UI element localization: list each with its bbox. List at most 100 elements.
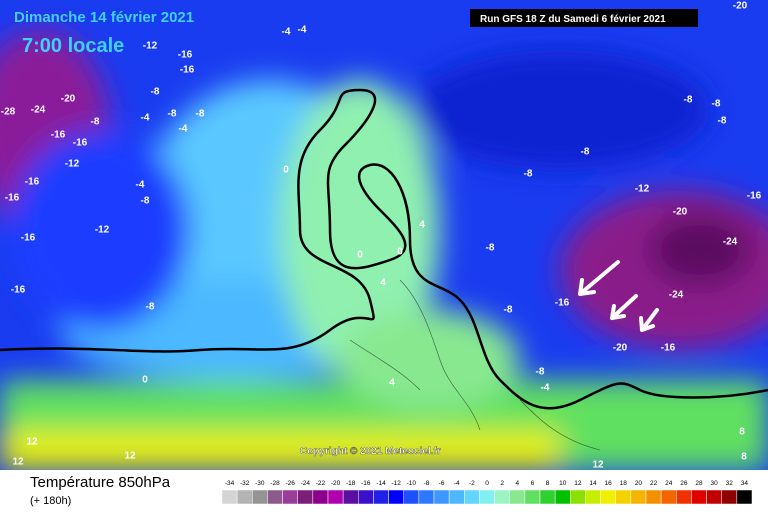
colorbar-swatch: [297, 489, 314, 505]
colorbar-label: -6: [439, 480, 445, 487]
arrows: [578, 260, 659, 332]
colorbar-label: 20: [635, 480, 643, 487]
colorbar-swatch: [509, 489, 526, 505]
colorbar-swatch: [494, 489, 510, 505]
colorbar-label: -4: [454, 480, 460, 487]
contour-label: -8: [718, 116, 727, 127]
contour-label: -16: [555, 298, 570, 309]
contour-label: 12: [124, 451, 136, 462]
colorbar-label: 0: [485, 480, 489, 487]
contour-label: 12: [26, 437, 38, 448]
colorbar-swatch: [433, 489, 450, 505]
colorbar-swatch: [539, 489, 556, 505]
date: Dimanche 14 février 2021: [14, 9, 194, 26]
contour-label: -4: [136, 180, 145, 191]
contour-label: -8: [504, 305, 513, 316]
colorbar-label: 24: [665, 480, 673, 487]
coastlines: [349, 279, 601, 451]
colorbar-label: -18: [346, 480, 356, 487]
colorbar-swatch: [554, 489, 571, 505]
contour-label: 4: [380, 278, 386, 289]
contour-label: -16: [73, 138, 88, 149]
contour-label: -12: [143, 41, 158, 52]
colorbar-label: -8: [424, 480, 430, 487]
contour-label: -8: [486, 243, 495, 254]
colorbar-label: 4: [515, 480, 519, 487]
colorbar-label: 6: [531, 480, 535, 487]
map-labels: -12 -16 -16 -8 -4 -4 -20 -24 -28 -16 -8 …: [1, 1, 762, 471]
contour-label: -16: [747, 191, 762, 202]
colorbar-label: 8: [546, 480, 550, 487]
colorbar-swatch: [236, 489, 253, 505]
colorbar-label: -30: [255, 480, 265, 487]
contour-label: -12: [65, 159, 80, 170]
footer-title: Température 850hPa: [30, 474, 171, 491]
contour-label: 0: [357, 250, 363, 261]
isotherm-zero: [0, 88, 768, 410]
colorbar-label: 10: [559, 480, 567, 487]
contour-label: -8: [524, 169, 533, 180]
colorbar-swatch: [464, 489, 480, 505]
colorbar-label: -12: [391, 480, 401, 487]
contour-label: -4: [541, 383, 550, 394]
colorbar-swatch: [221, 489, 238, 505]
colorbar-label: 26: [680, 480, 688, 487]
contour-label: -4: [282, 27, 291, 38]
colorbar-label: 14: [589, 480, 597, 487]
colorbar-swatch: [388, 489, 404, 505]
contour-label: 4: [389, 378, 395, 389]
colorbar-label: -22: [316, 480, 326, 487]
contour-label: -16: [51, 130, 66, 141]
colorbar-swatch: [342, 489, 359, 505]
contour-label: -4: [179, 124, 188, 135]
contour-label: -24: [31, 105, 46, 116]
colorbar-swatch: [479, 489, 495, 505]
colorbar-swatch: [373, 489, 389, 505]
colorbar-swatch: [524, 489, 541, 505]
contour-label: -24: [723, 237, 738, 248]
colorbar-label: 12: [574, 480, 582, 487]
contour-label: -8: [536, 367, 545, 378]
contour-label: -8: [146, 302, 155, 313]
contour-label: -8: [684, 95, 693, 106]
contour-label: -20: [733, 1, 748, 12]
contour-label: -8: [91, 117, 100, 128]
colorbar-swatch: [267, 489, 283, 505]
contour-label: 0: [142, 375, 148, 386]
contour-label: -16: [178, 50, 193, 61]
colorbar-label: -26: [285, 480, 295, 487]
time: 7:00 locale: [22, 35, 124, 57]
contour-label: -20: [673, 207, 688, 218]
contour-label: -16: [21, 233, 36, 244]
colorbar-swatch: [585, 489, 601, 505]
contour-label: -16: [25, 177, 40, 188]
contour-label: -4: [141, 113, 150, 124]
colorbar-swatch: [403, 489, 420, 505]
colorbar-swatch: [312, 489, 329, 505]
colorbar-swatch: [252, 489, 268, 505]
contour-label: -16: [11, 285, 26, 296]
contour-label: -8: [712, 99, 721, 110]
colorbar-label: 18: [620, 480, 628, 487]
contour-label: -16: [661, 343, 676, 354]
colorbar-label: 34: [741, 480, 749, 487]
colorbar-label: 28: [695, 480, 703, 487]
contour-label: 12: [592, 460, 604, 471]
colorbar-swatch: [691, 489, 707, 505]
colorbar-label: -14: [376, 480, 386, 487]
colorbar-swatch: [660, 489, 677, 505]
colorbar-label: -28: [270, 480, 280, 487]
temperature-field: [0, 30, 768, 470]
colorbar-swatch: [327, 489, 344, 505]
colorbar-label: -10: [407, 480, 417, 487]
colorbar-label: 22: [650, 480, 658, 487]
contour-label: -12: [635, 184, 650, 195]
colorbar-swatch: [600, 489, 616, 505]
contour-label: 0: [283, 165, 289, 176]
contour-label: -8: [141, 196, 150, 207]
contour-label: -28: [1, 107, 16, 118]
contour-label: 0: [397, 247, 403, 258]
contour-label: -20: [613, 343, 628, 354]
contour-label: 8: [741, 452, 747, 463]
